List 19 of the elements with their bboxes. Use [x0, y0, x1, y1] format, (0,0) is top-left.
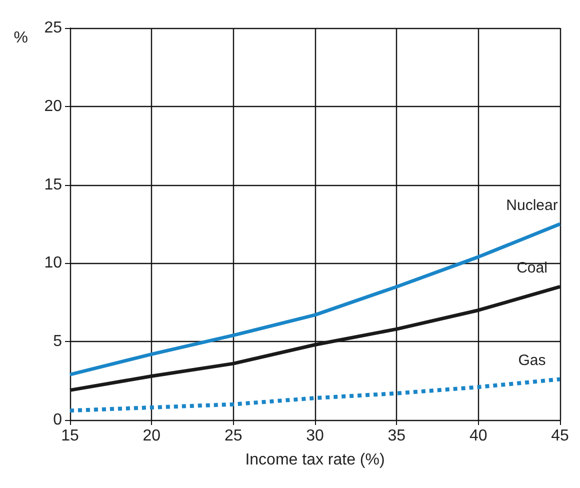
x-tick-label: 20	[142, 428, 161, 444]
y-tick-label: 20	[44, 98, 62, 115]
x-tick-label: 35	[388, 428, 406, 444]
series-label: Nuclear	[506, 197, 558, 214]
x-tick-label: 40	[469, 428, 488, 444]
y-tick-label: 0	[53, 412, 62, 428]
y-tick-label: 15	[44, 176, 62, 194]
series-label: Gas	[518, 352, 546, 370]
y-tick-label: 25	[44, 20, 62, 36]
line-series	[68, 222, 562, 376]
y-tick-label: 5	[53, 333, 62, 350]
y-axis-title: %	[14, 30, 28, 46]
y-tick-label: 10	[44, 254, 62, 272]
line-series	[68, 377, 562, 413]
x-tick-label: 45	[551, 428, 569, 444]
x-tick-label: 25	[224, 428, 242, 444]
x-tick-label: 30	[306, 428, 324, 444]
series-label: Coal	[516, 260, 548, 277]
x-axis-title: Income tax rate (%)	[245, 452, 385, 468]
